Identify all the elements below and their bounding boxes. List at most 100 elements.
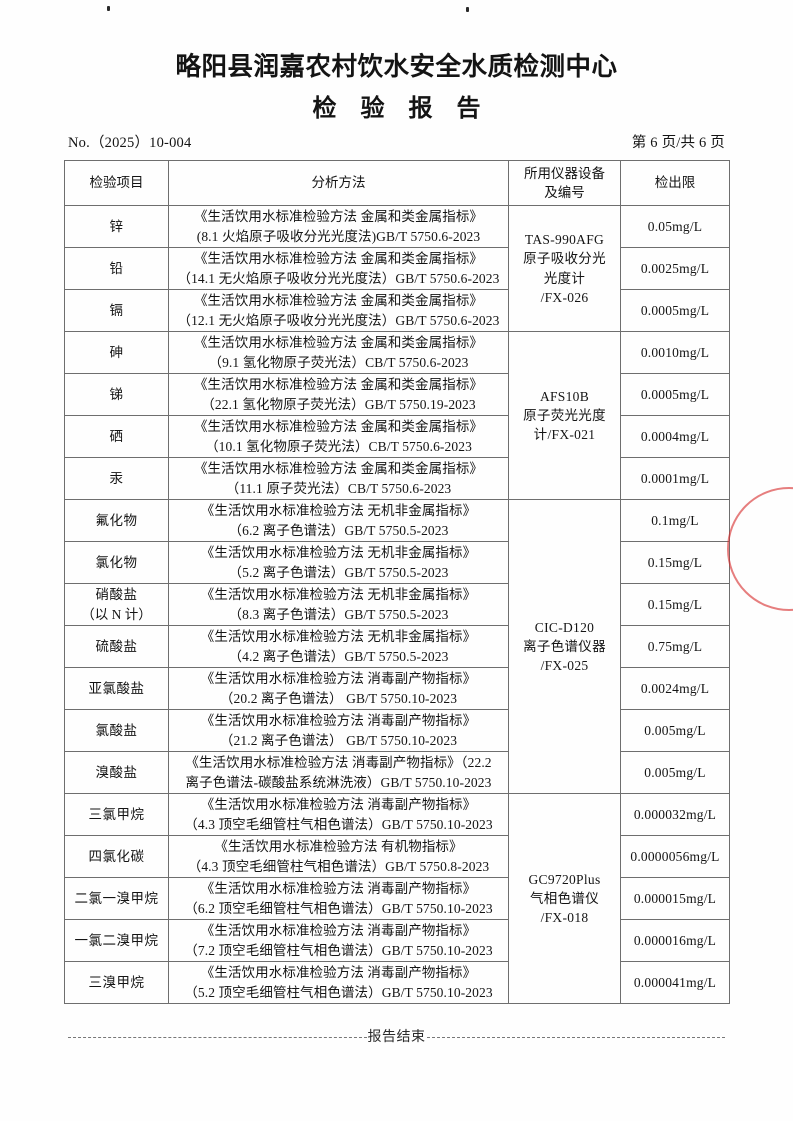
- official-seal-text: 质检测中心: [738, 500, 793, 594]
- cell-test-item: 氯酸盐: [64, 709, 169, 752]
- analysis-method-line1: 《生活饮用水标准检验方法 消毒副产物指标》: [200, 965, 477, 981]
- cell-analysis-method: 《生活饮用水标准检验方法 金属和类金属指标》 （14.1 无火焰原子吸收分光光度法…: [168, 247, 509, 290]
- table-row: 汞 《生活饮用水标准检验方法 金属和类金属指标》 （11.1 原子荧光法）CB/T …: [64, 457, 730, 500]
- analysis-method-line1: 《生活饮用水标准检验方法 无机非金属指标》: [200, 545, 477, 561]
- analysis-method-line2: （20.2 离子色谱法） GB/T 5750.10-2023: [219, 690, 458, 706]
- analysis-method-line2: （7.2 顶空毛细管柱气相色谱法）GB/T 5750.10-2023: [184, 942, 493, 958]
- dashed-rule-right: [426, 1036, 725, 1038]
- cell-analysis-method: 《生活饮用水标准检验方法 金属和类金属指标》 （11.1 原子荧光法）CB/T 5…: [168, 457, 509, 500]
- column-header-instrument-line1: 所用仪器设备: [524, 165, 605, 181]
- cell-test-item: 硫酸盐: [64, 625, 169, 668]
- analysis-method-line1: 《生活饮用水标准检验方法 消毒副产物指标》: [200, 881, 477, 897]
- analysis-method-line1: 《生活饮用水标准检验方法 金属和类金属指标》: [193, 293, 484, 309]
- analysis-method-line1: 《生活饮用水标准检验方法 金属和类金属指标》: [193, 461, 484, 477]
- cell-analysis-method: 《生活饮用水标准检验方法 无机非金属指标》 （4.2 离子色谱法）GB/T 575…: [168, 625, 509, 668]
- instrument-line: TAS-990AFG: [524, 232, 605, 248]
- scan-speck-right: [466, 7, 469, 12]
- table-row: 氯化物 《生活饮用水标准检验方法 无机非金属指标》 （5.2 离子色谱法）GB/T …: [64, 541, 730, 584]
- organization-title: 略阳县润嘉农村饮水安全水质检测中心: [175, 52, 618, 81]
- column-header-method: 分析方法: [168, 160, 509, 206]
- column-header-instrument-line2: 及编号: [544, 185, 585, 200]
- cell-test-item: 四氯化碳: [64, 835, 169, 878]
- test-item-name: 溴酸盐: [95, 764, 138, 780]
- table-header-row: 检验项目 分析方法 所用仪器设备 及编号 检出限: [64, 160, 730, 206]
- cell-detection-limit: 0.0010mg/L: [620, 331, 730, 374]
- report-number: No.（2025）10-004: [68, 135, 192, 151]
- cell-detection-limit: 0.0005mg/L: [620, 373, 730, 416]
- table-row: 一氯二溴甲烷 《生活饮用水标准检验方法 消毒副产物指标》 （7.2 顶空毛细管柱气相…: [64, 919, 730, 962]
- analysis-method-line2: （6.2 顶空毛细管柱气相色谱法）GB/T 5750.10-2023: [184, 900, 493, 916]
- instrument-line: /FX-018: [540, 910, 589, 926]
- cell-test-item: 汞: [64, 457, 169, 500]
- cell-analysis-method: 《生活饮用水标准检验方法 有机物指标》 （4.3 顶空毛细管柱气相色谱法）GB/T…: [168, 835, 509, 878]
- test-item-name: 三氯甲烷: [88, 806, 145, 822]
- analysis-method-line2: （10.1 氢化物原子荧光法）CB/T 5750.6-2023: [205, 438, 472, 454]
- cell-detection-limit: 0.000016mg/L: [620, 919, 730, 962]
- analysis-method-line2: （4.3 顶空毛细管柱气相色谱法）GB/T 5750.10-2023: [184, 816, 493, 832]
- cell-test-item: 三氯甲烷: [64, 793, 169, 836]
- cell-analysis-method: 《生活饮用水标准检验方法 金属和类金属指标》 （12.1 无火焰原子吸收分光光度法…: [168, 289, 509, 332]
- test-item-name: 镉: [109, 302, 124, 318]
- instrument-line: 原子荧光光度: [523, 407, 606, 423]
- analysis-method-line1: 《生活饮用水标准检验方法 金属和类金属指标》: [193, 419, 484, 435]
- cell-detection-limit: 0.0024mg/L: [620, 667, 730, 710]
- table-row: 镉 《生活饮用水标准检验方法 金属和类金属指标》 （12.1 无火焰原子吸收分光光度…: [64, 289, 730, 332]
- cell-test-item: 溴酸盐: [64, 751, 169, 794]
- test-item-name: 锌: [109, 218, 124, 234]
- test-item-qualifier: （以 N 计）: [81, 606, 152, 622]
- cell-analysis-method: 《生活饮用水标准检验方法 消毒副产物指标》 （5.2 顶空毛细管柱气相色谱法）GB…: [168, 961, 509, 1004]
- report-meta: No.（2025）10-004 第 6 页/共 6 页: [68, 131, 725, 152]
- analysis-method-line2: （12.1 无火焰原子吸收分光光度法）GB/T 5750.6-2023: [177, 312, 500, 328]
- test-item-name: 亚氯酸盐: [88, 680, 145, 696]
- column-header-limit: 检出限: [620, 160, 730, 206]
- cell-test-item: 锌: [64, 205, 169, 248]
- analysis-method-line2: (8.1 火焰原子吸收分光光度法)GB/T 5750.6-2023: [196, 228, 481, 244]
- cell-instrument: GC9720Plus 气相色谱仪/FX-018: [508, 793, 621, 1004]
- test-item-name: 硫酸盐: [95, 638, 138, 654]
- analysis-method-line1: 《生活饮用水标准检验方法 消毒副产物指标》（22.2: [185, 755, 492, 771]
- analysis-method-line1: 《生活饮用水标准检验方法 无机非金属指标》: [200, 587, 477, 603]
- table-row: 溴酸盐 《生活饮用水标准检验方法 消毒副产物指标》（22.2 离子色谱法-碳酸盐系统…: [64, 751, 730, 794]
- instrument-line: /FX-025: [540, 658, 589, 674]
- cell-analysis-method: 《生活饮用水标准检验方法 消毒副产物指标》 （4.3 顶空毛细管柱气相色谱法）GB…: [168, 793, 509, 836]
- analysis-method-line1: 《生活饮用水标准检验方法 消毒副产物指标》: [200, 713, 477, 729]
- analysis-method-line2: （8.3 离子色谱法）GB/T 5750.5-2023: [228, 606, 449, 622]
- cell-test-item: 亚氯酸盐: [64, 667, 169, 710]
- cell-detection-limit: 0.000015mg/L: [620, 877, 730, 920]
- test-item-name: 氯化物: [95, 554, 138, 570]
- dashed-rule-left: [68, 1036, 367, 1038]
- table-row: 三溴甲烷 《生活饮用水标准检验方法 消毒副产物指标》 （5.2 顶空毛细管柱气相色谱…: [64, 961, 730, 1004]
- cell-detection-limit: 0.000032mg/L: [620, 793, 730, 836]
- test-item-name: 三溴甲烷: [88, 974, 145, 990]
- cell-detection-limit: 0.0005mg/L: [620, 289, 730, 332]
- analysis-method-line1: 《生活饮用水标准检验方法 无机非金属指标》: [200, 629, 477, 645]
- analysis-method-line2: （4.2 离子色谱法）GB/T 5750.5-2023: [228, 648, 449, 664]
- report-end-marker: 报告结束: [68, 1026, 725, 1046]
- analysis-method-line1: 《生活饮用水标准检验方法 金属和类金属指标》: [193, 251, 484, 267]
- instrument-line: 光度计: [543, 270, 586, 286]
- cell-test-item: 一氯二溴甲烷: [64, 919, 169, 962]
- test-item-name: 一氯二溴甲烷: [74, 932, 159, 948]
- analysis-method-line2: （5.2 离子色谱法）GB/T 5750.5-2023: [228, 564, 449, 580]
- analysis-method-line1: 《生活饮用水标准检验方法 消毒副产物指标》: [200, 671, 477, 687]
- analysis-method-line1: 《生活饮用水标准检验方法 金属和类金属指标》: [193, 377, 484, 393]
- test-item-name: 铅: [109, 260, 124, 276]
- test-item-name: 汞: [109, 470, 124, 486]
- cell-test-item: 铅: [64, 247, 169, 290]
- instrument-line: CIC-D120: [534, 619, 595, 635]
- table-row: 硫酸盐 《生活饮用水标准检验方法 无机非金属指标》 （4.2 离子色谱法）GB/T …: [64, 625, 730, 668]
- cell-test-item: 硒: [64, 415, 169, 458]
- test-item-name: 四氯化碳: [88, 848, 145, 864]
- instrument-line: AFS10B: [539, 388, 590, 404]
- instrument-line: 原子吸收分光: [523, 251, 606, 267]
- column-header-instrument: 所用仪器设备 及编号: [508, 160, 621, 206]
- document-title: 检 验 报 告: [312, 96, 490, 122]
- official-seal-stamp: [727, 487, 793, 611]
- cell-analysis-method: 《生活饮用水标准检验方法 金属和类金属指标》 （10.1 氢化物原子荧光法）CB/…: [168, 415, 509, 458]
- cell-test-item: 镉: [64, 289, 169, 332]
- analysis-method-line2: （21.2 离子色谱法） GB/T 5750.10-2023: [219, 732, 458, 748]
- test-item-name: 氯酸盐: [95, 722, 138, 738]
- cell-instrument: AFS10B 原子荧光光度 计/FX-021: [508, 331, 621, 500]
- cell-analysis-method: 《生活饮用水标准检验方法 消毒副产物指标》 （7.2 顶空毛细管柱气相色谱法）GB…: [168, 919, 509, 962]
- instrument-line: 计/FX-021: [533, 427, 596, 443]
